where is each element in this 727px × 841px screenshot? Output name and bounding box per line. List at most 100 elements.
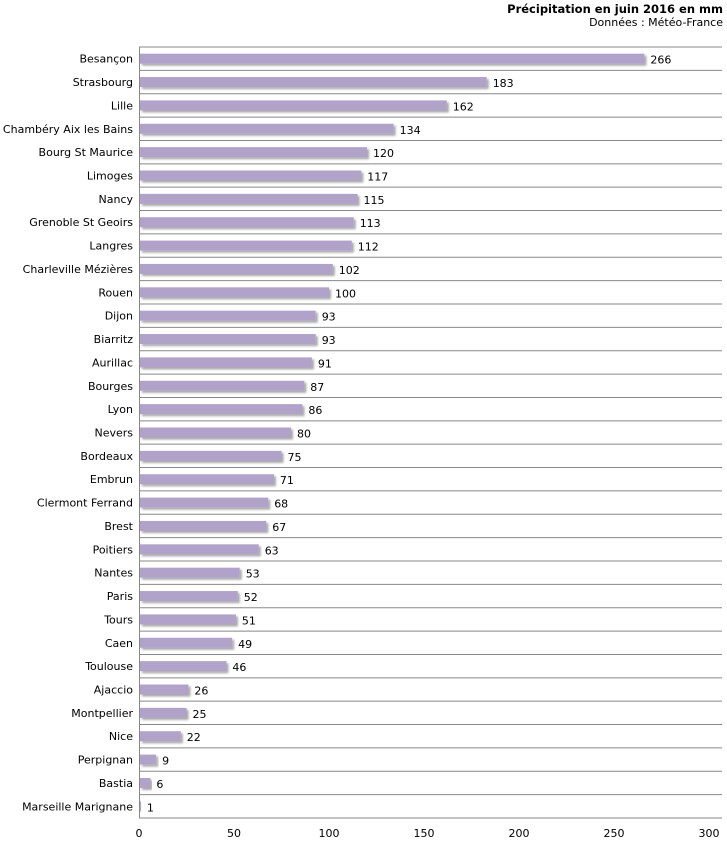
category-label: Paris (107, 590, 133, 603)
category-label: Caen (105, 637, 133, 650)
category-label: Perpignan (78, 754, 133, 767)
category-label: Biarritz (94, 333, 134, 346)
category-label: Brest (104, 520, 133, 533)
bar (140, 310, 316, 321)
bar (140, 123, 394, 134)
bar (140, 497, 269, 508)
bar (140, 450, 282, 461)
category-label: Poitiers (93, 543, 134, 556)
category-label: Aurillac (92, 356, 133, 369)
value-label: 112 (358, 241, 379, 254)
category-label: Nantes (94, 567, 133, 580)
bar (140, 614, 236, 625)
value-label: 75 (288, 451, 302, 464)
category-label: Besançon (79, 53, 133, 66)
category-label: Clermont Ferrand (37, 497, 133, 510)
bar (140, 567, 240, 578)
bar (140, 170, 362, 181)
bar (140, 263, 333, 274)
x-tick-label: 300 (699, 827, 720, 840)
x-tick-label: 150 (414, 827, 435, 840)
bar (140, 147, 367, 158)
value-label: 71 (280, 474, 294, 487)
chart-title: Précipitation en juin 2016 en mm (507, 2, 723, 16)
category-label: Grenoble St Geoirs (29, 216, 133, 229)
category-label: Strasbourg (73, 76, 133, 89)
category-label: Bourg St Maurice (39, 146, 134, 159)
value-label: 115 (364, 194, 385, 207)
bar (140, 731, 181, 742)
value-label: 120 (373, 147, 394, 160)
value-label: 63 (265, 544, 279, 557)
bar (140, 53, 645, 64)
bar (140, 404, 303, 415)
category-label: Embrun (90, 473, 133, 486)
value-label: 51 (242, 614, 256, 627)
chart-subtitle: Données : Météo-France (589, 16, 723, 29)
category-label: Nice (109, 730, 133, 743)
value-label: 102 (339, 264, 360, 277)
bar (140, 100, 447, 111)
bar (140, 777, 151, 788)
value-label: 162 (453, 100, 474, 113)
bar (140, 661, 227, 672)
category-label: Tours (103, 613, 133, 626)
bar (140, 591, 238, 602)
category-label: Bastia (99, 777, 133, 790)
value-label: 9 (162, 755, 169, 768)
bar (140, 754, 157, 765)
category-label: Langres (89, 240, 133, 253)
value-label: 52 (244, 591, 258, 604)
value-label: 91 (318, 357, 332, 370)
bar (140, 217, 354, 228)
bar (140, 334, 316, 345)
bar (140, 544, 259, 555)
bar (140, 380, 305, 391)
value-label: 100 (335, 287, 356, 300)
bar (140, 357, 312, 368)
bar (140, 427, 291, 438)
category-label: Montpellier (71, 707, 133, 720)
value-label: 117 (367, 171, 388, 184)
value-label: 87 (310, 381, 324, 394)
bar (140, 801, 141, 812)
value-label: 1 (147, 801, 154, 814)
bar (140, 684, 189, 695)
value-label: 183 (493, 77, 514, 90)
category-label: Lille (111, 99, 133, 112)
x-tick-label: 100 (319, 827, 340, 840)
bar (140, 637, 233, 648)
value-label: 113 (360, 217, 381, 230)
bar (140, 287, 329, 298)
category-label: Bordeaux (80, 450, 133, 463)
category-label: Rouen (98, 286, 133, 299)
bar (140, 77, 487, 88)
x-tick-label: 0 (136, 827, 143, 840)
category-label: Dijon (105, 310, 133, 323)
value-label: 49 (238, 638, 252, 651)
category-label: Toulouse (84, 660, 133, 673)
value-label: 93 (322, 311, 336, 324)
x-tick-label: 50 (227, 827, 241, 840)
value-label: 46 (232, 661, 246, 674)
category-label: Chambéry Aix les Bains (3, 123, 133, 136)
value-label: 68 (274, 498, 288, 511)
bar (140, 474, 274, 485)
value-label: 67 (272, 521, 286, 534)
x-tick-label: 250 (604, 827, 625, 840)
value-label: 86 (308, 404, 322, 417)
category-label: Bourges (88, 380, 133, 393)
value-label: 25 (193, 708, 207, 721)
category-label: Nancy (99, 193, 134, 206)
value-label: 80 (297, 428, 311, 441)
value-label: 93 (322, 334, 336, 347)
x-tick-label: 200 (509, 827, 530, 840)
bar (140, 193, 358, 204)
bar (140, 240, 352, 251)
bar (140, 707, 187, 718)
value-label: 134 (400, 124, 421, 137)
value-label: 266 (650, 54, 671, 67)
value-label: 26 (194, 685, 208, 698)
category-label: Nevers (94, 427, 133, 440)
